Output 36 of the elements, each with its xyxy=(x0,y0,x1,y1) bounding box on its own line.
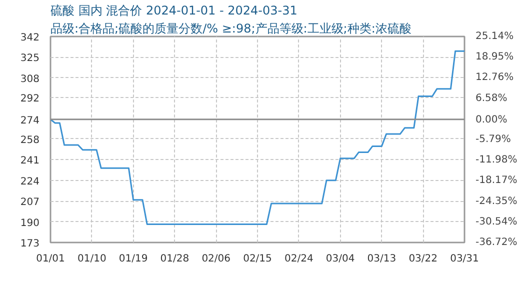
x-tick-label: 01/10 xyxy=(77,254,106,264)
x-tick-label: 02/15 xyxy=(243,254,272,264)
y2-tick-label: -36.72% xyxy=(476,237,518,248)
y2-tick-label: -11.98% xyxy=(476,154,518,166)
y-tick-label: 241 xyxy=(20,156,40,167)
y2-tick-label: 12.76% xyxy=(476,72,514,84)
x-tick-label: 03/13 xyxy=(367,254,396,264)
y-tick-label: 274 xyxy=(20,115,40,126)
y2-tick-label: -24.35% xyxy=(476,196,518,207)
y2-tick-label: 6.58% xyxy=(476,92,508,104)
x-tick-label: 01/28 xyxy=(160,254,190,264)
x-tick-label: 02/24 xyxy=(284,254,314,264)
y2-tick-label: 25.14% xyxy=(476,31,514,42)
y-tick-label: 224 xyxy=(20,176,40,188)
y-tick-label: 207 xyxy=(20,197,40,208)
y-tick-label: 292 xyxy=(20,93,40,104)
y2-tick-label: -5.79% xyxy=(476,134,511,145)
x-tick-label: 02/06 xyxy=(202,254,231,264)
y-tick-label: 258 xyxy=(20,134,40,146)
line-series xyxy=(50,50,464,225)
chart-subtitle: 品级:合格品;硫酸的质量分数/% ≥:98;产品等级:工业级;种类:浓硫酸 xyxy=(50,22,412,36)
y2-tick-label: -30.54% xyxy=(476,216,518,228)
x-tick-label: 03/31 xyxy=(450,254,479,264)
y-tick-label: 190 xyxy=(20,218,40,229)
y-tick-label: 308 xyxy=(20,74,40,85)
x-tick-label: 03/04 xyxy=(326,254,355,264)
y-tick-label: 173 xyxy=(20,238,40,250)
y2-tick-label: 0.00% xyxy=(476,114,508,126)
x-tick-label: 01/19 xyxy=(118,254,148,264)
x-tick-label: 01/01 xyxy=(36,254,65,264)
y2-tick-label: -18.17% xyxy=(476,175,518,186)
y2-tick-label: 18.95% xyxy=(476,52,514,63)
x-tick-label: 03/22 xyxy=(408,254,438,264)
chart-title: 硫酸 国内 混合价 2024-01-01 - 2024-03-31 xyxy=(50,4,298,18)
y-tick-label: 325 xyxy=(20,53,40,64)
y-tick-label: 342 xyxy=(20,32,40,44)
